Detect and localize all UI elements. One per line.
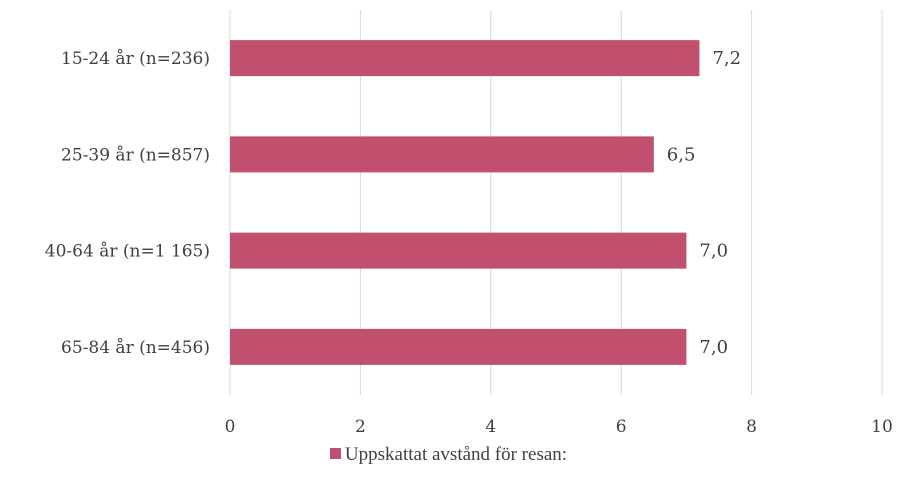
legend-label: Uppskattat avstånd för resan: <box>344 444 568 465</box>
legend-swatch <box>329 448 341 459</box>
x-tick-label: 4 <box>485 417 496 437</box>
x-axis-tick-labels: 0 2 4 6 8 10 <box>225 417 893 437</box>
bar <box>230 40 700 77</box>
bar-chart: 15-24 år (n=236) 25-39 år (n=857) 40-64 år… <box>45 10 893 437</box>
data-label: 7,0 <box>699 337 728 358</box>
x-tick-label: 8 <box>746 417 757 437</box>
x-tick-label: 2 <box>355 417 366 437</box>
data-label: 7,2 <box>712 48 741 69</box>
data-label: 7,0 <box>699 241 728 262</box>
x-tick-label: 10 <box>871 417 893 437</box>
bar <box>230 328 687 365</box>
category-label: 15-24 år (n=236) <box>61 49 210 69</box>
bar <box>230 232 687 269</box>
x-tick-label: 6 <box>616 417 627 437</box>
category-label: 65-84 år (n=456) <box>61 338 210 358</box>
bar <box>230 136 654 173</box>
data-label: 6,5 <box>667 144 696 165</box>
legend: Uppskattat avstånd för resan: <box>0 444 897 466</box>
x-tick-label: 0 <box>225 417 236 437</box>
data-labels: 7,2 6,5 7,0 7,0 <box>667 48 741 358</box>
bars <box>230 40 700 365</box>
category-label: 25-39 år (n=857) <box>61 145 210 165</box>
category-label: 40-64 år (n=1 165) <box>45 242 210 262</box>
category-labels: 15-24 år (n=236) 25-39 år (n=857) 40-64 år… <box>45 49 210 358</box>
